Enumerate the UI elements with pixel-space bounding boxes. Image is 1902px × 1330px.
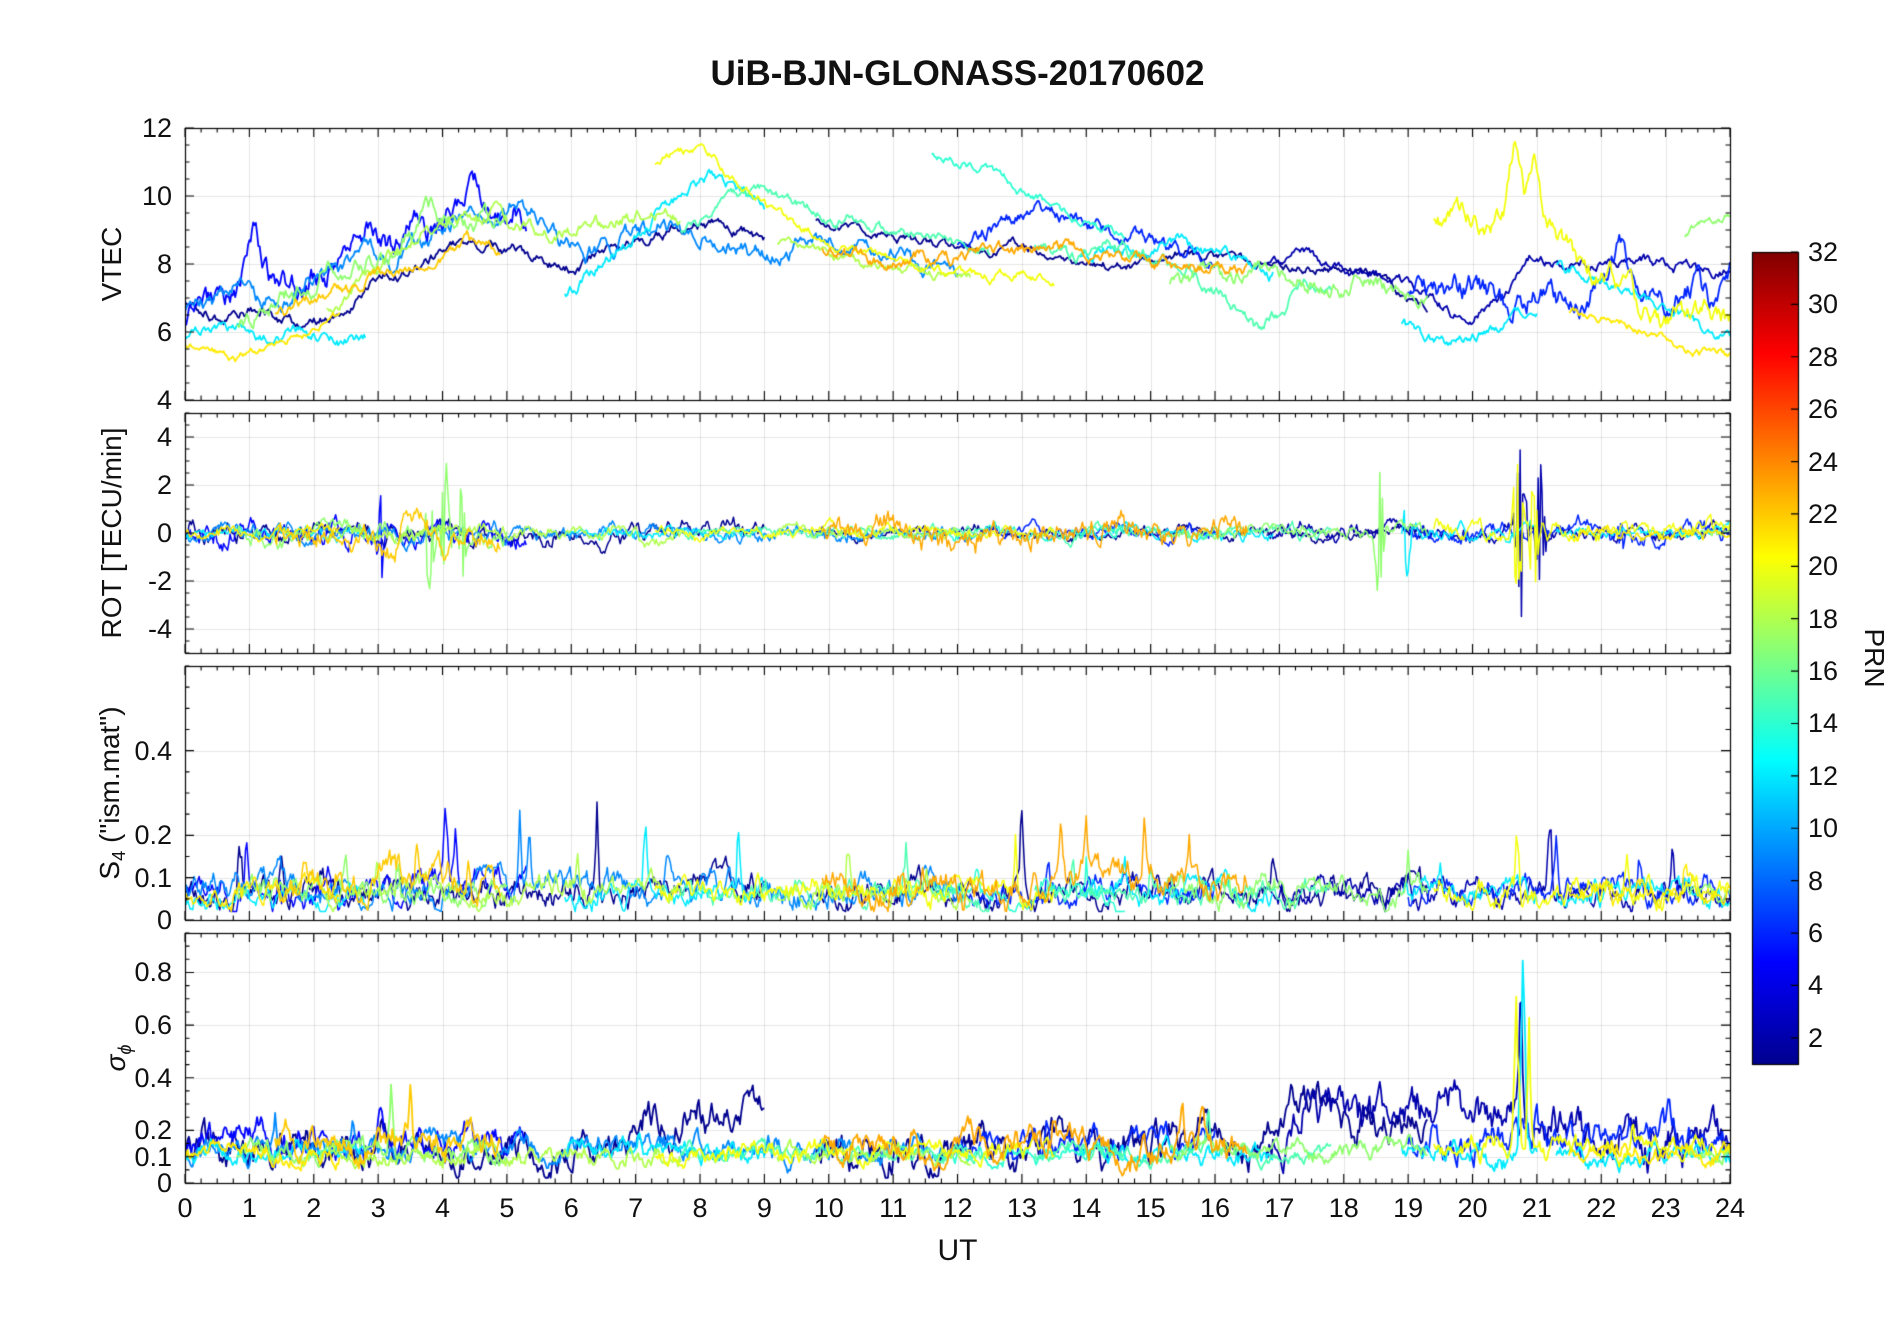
x-tick-label: 1 — [241, 1193, 257, 1223]
y-tick-label: 0 — [156, 905, 172, 935]
x-tick-label: 5 — [499, 1193, 515, 1223]
colorbar-tick-label: 12 — [1808, 760, 1839, 791]
x-tick-label: 3 — [370, 1193, 386, 1223]
y-tick-label: 0.1 — [134, 862, 172, 893]
colorbar-tick-label: 32 — [1808, 237, 1839, 267]
colorbar-tick-label: 10 — [1808, 813, 1839, 844]
x-tick-label: 16 — [1199, 1193, 1231, 1223]
x-tick-label: 21 — [1521, 1193, 1552, 1223]
y-tick-label: 0.2 — [134, 1115, 172, 1146]
x-tick-label: 8 — [692, 1193, 708, 1223]
x-tick-label: 9 — [756, 1193, 772, 1223]
s4-label-sub: 4 — [109, 850, 130, 861]
x-tick-label: 23 — [1650, 1193, 1681, 1223]
y-tick-label: 0 — [156, 518, 172, 548]
x-axis-label: UT — [937, 1234, 978, 1267]
colorbar-tick-label: 26 — [1808, 394, 1839, 425]
y-tick-label: 0 — [156, 1168, 172, 1198]
x-tick-label: 15 — [1135, 1193, 1166, 1223]
colorbar-tick-label: 18 — [1808, 603, 1839, 634]
x-tick-label: 10 — [813, 1193, 844, 1223]
y-tick-label: 0.2 — [134, 820, 172, 851]
x-tick-label: 6 — [563, 1193, 579, 1223]
sigma-label-sub: ϕ — [115, 1044, 136, 1055]
y-tick-label: -2 — [147, 566, 172, 596]
y-tick-label: 4 — [156, 385, 172, 415]
colorbar-tick-label: 24 — [1808, 446, 1839, 477]
colorbar-tick-label: 2 — [1808, 1022, 1824, 1053]
x-tick-label: 11 — [879, 1193, 908, 1223]
x-tick-label: 7 — [628, 1193, 644, 1223]
y-tick-label: 12 — [141, 113, 172, 143]
x-tick-label: 14 — [1071, 1193, 1102, 1223]
x-tick-label: 2 — [306, 1193, 322, 1223]
y-tick-label: 10 — [141, 181, 172, 211]
x-tick-label: 24 — [1714, 1193, 1746, 1223]
y-tick-label: 0.4 — [134, 735, 172, 766]
y-tick-label: 0.8 — [134, 957, 172, 988]
colorbar-tick-label: 16 — [1808, 656, 1839, 687]
x-tick-label: 18 — [1328, 1193, 1359, 1223]
x-tick-label: 17 — [1264, 1193, 1295, 1223]
colorbar-tick-label: 8 — [1808, 865, 1824, 896]
y-tick-label: 0.1 — [134, 1141, 172, 1172]
colorbar-tick-label: 14 — [1808, 708, 1839, 739]
x-tick-label: 19 — [1393, 1193, 1424, 1223]
colorbar-tick-label: 6 — [1808, 918, 1824, 949]
x-tick-label: 22 — [1586, 1193, 1617, 1223]
y-tick-label: 2 — [156, 470, 172, 500]
y-tick-label: 0.6 — [134, 1010, 172, 1041]
x-tick-label: 4 — [434, 1193, 451, 1223]
x-tick-label: 12 — [942, 1193, 973, 1223]
y-tick-label: -4 — [147, 614, 172, 644]
y-tick-label: 8 — [156, 249, 172, 279]
x-tick-label: 0 — [177, 1193, 193, 1223]
y-axis-label-s4: S4 ("ism.mat") — [94, 706, 130, 879]
colorbar-tick-label: 20 — [1808, 551, 1839, 582]
colorbar-tick-label: 28 — [1808, 341, 1839, 372]
y-tick-label: 6 — [156, 317, 172, 347]
x-tick-label: 20 — [1457, 1193, 1488, 1223]
colorbar-tick-label: 4 — [1808, 970, 1824, 1001]
x-tick-label: 13 — [1006, 1193, 1037, 1223]
colorbar-tick-label: 30 — [1808, 289, 1839, 320]
y-tick-label: 4 — [156, 422, 172, 452]
chart-title: UiB-BJN-GLONASS-20170602 — [710, 54, 1205, 93]
y-tick-label: 0.4 — [134, 1062, 172, 1093]
colorbar-tick-label: 22 — [1808, 498, 1839, 529]
